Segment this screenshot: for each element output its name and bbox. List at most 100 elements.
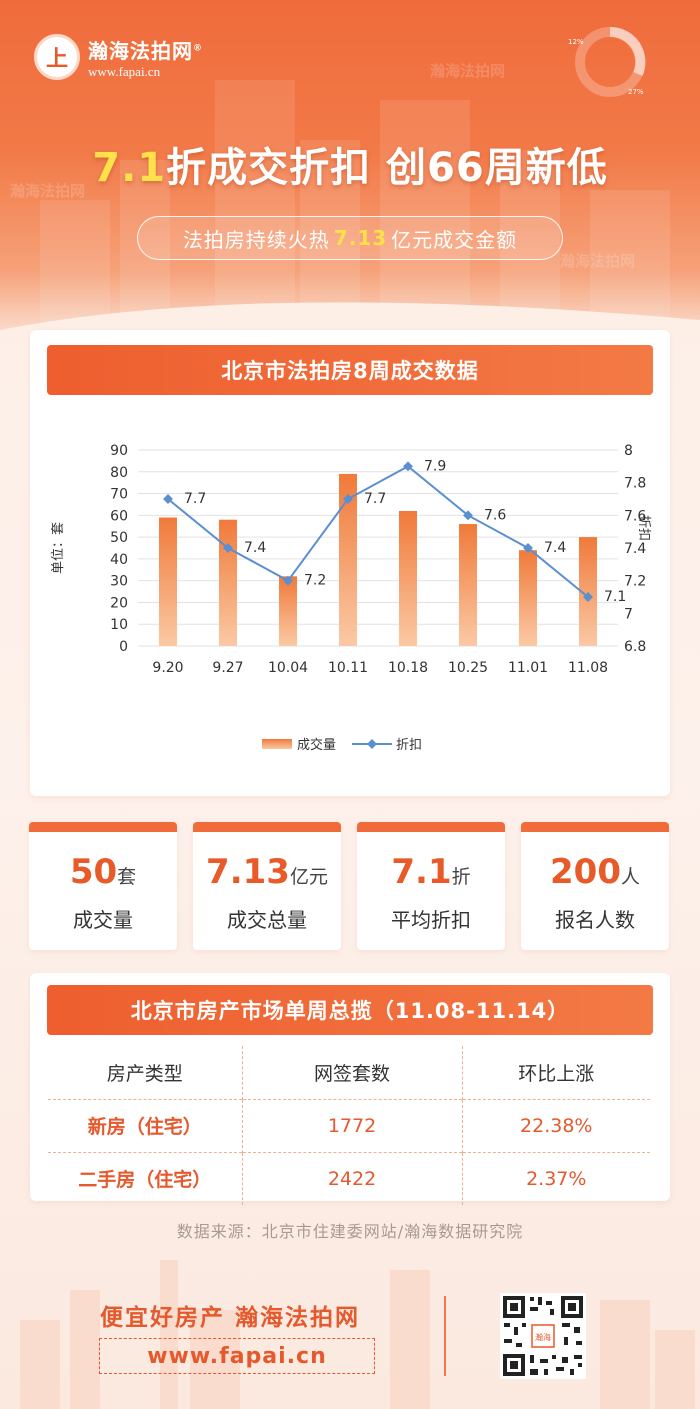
x-tick-label: 10.25: [448, 660, 488, 676]
chart-title: 北京市法拍房8周成交数据: [47, 345, 653, 395]
x-tick-label: 10.04: [268, 660, 308, 676]
line-point: [403, 461, 413, 472]
x-tick-label: 10.11: [328, 660, 368, 676]
watermark: 瀚海法拍网: [560, 252, 636, 270]
market-title: 北京市房产市场单周总揽（11.08-11.14）: [47, 985, 653, 1035]
stat-card-discount: 7.1折 平均折扣: [357, 822, 505, 950]
line-point: [223, 543, 233, 553]
y2-tick-label: 8: [624, 443, 633, 459]
subheadline-pill: 法拍房持续火热 7.13 亿元成交金额: [137, 216, 563, 260]
table-cell: 二手房（住宅）: [48, 1151, 243, 1205]
table-cell: 新房（住宅）: [48, 1098, 243, 1152]
bar: [279, 576, 297, 646]
stat-value: 7.13: [206, 852, 290, 892]
column-header: 环比上涨: [518, 1062, 595, 1085]
y-tick-label: 40: [110, 552, 128, 568]
stat-unit: 套: [117, 866, 137, 888]
stat-value: 200: [550, 852, 621, 892]
footer-skyline: [20, 1260, 695, 1409]
table-cell: 2.37%: [462, 1151, 650, 1205]
x-tick-label: 11.01: [508, 660, 548, 676]
headline-text: 折成交折扣 创66周新低: [166, 145, 608, 191]
stat-accent-bar: [193, 822, 341, 832]
line-point: [583, 592, 593, 602]
logo-glyph: 上: [45, 47, 68, 72]
decorative-donut-icon: 12% 27%: [568, 26, 646, 97]
brand-logo[interactable]: 上 瀚海法拍网® www.fapai.cn: [34, 34, 203, 80]
legend-line-marker: [367, 739, 377, 749]
stat-unit: 人: [620, 866, 640, 888]
stat-label: 平均折扣: [391, 908, 471, 932]
stat-label: 报名人数: [555, 908, 635, 932]
y2-tick-label: 7.6: [624, 508, 646, 524]
watermark: 瀚海法拍网: [430, 62, 506, 80]
column-header: 房产类型: [48, 1046, 243, 1099]
bar: [219, 519, 237, 646]
data-label: 7.7: [184, 491, 206, 507]
y-tick-label: 20: [110, 595, 128, 611]
table-row: 二手房（住宅） 2422 2.37%: [48, 1151, 650, 1205]
stat-card-total: 7.13亿元 成交总量: [193, 822, 341, 950]
market-table: 房产类型 网签套数 环比上涨 新房（住宅） 1772 22.38% 二手房（住宅…: [48, 1046, 650, 1205]
x-tick-label: 9.27: [212, 660, 243, 676]
column-header: 网签套数: [242, 1046, 463, 1099]
subheadline-suffix: 亿元成交金额: [391, 227, 518, 252]
table-cell: 1772: [242, 1098, 463, 1152]
stat-unit: 折: [451, 866, 471, 888]
logo-icon: 上: [34, 34, 80, 80]
footer-slogan: 便宜好房产 瀚海法拍网: [100, 1305, 361, 1331]
chart-card: 北京市法拍房8周成交数据 0 10 20 30 40 50 60 70 80 90 6.8 7 7.2 7…: [30, 330, 670, 796]
stat-label: 成交量: [73, 908, 133, 932]
y2-tick-label: 7.2: [624, 574, 646, 590]
y-tick-label: 80: [110, 465, 128, 481]
bar: [519, 550, 537, 646]
x-tick-label: 9.20: [152, 660, 183, 676]
y2-tick-label: 7.8: [624, 476, 646, 492]
hero-banner: 瀚海法拍网 瀚海法拍网 瀚海法拍网 上 瀚海法拍网® www.fapai.cn …: [0, 0, 700, 340]
bar: [159, 517, 177, 646]
combo-chart: 0 10 20 30 40 50 60 70 80 90 6.8 7 7.2 7.4 7.6 7.8 8 单位：套…: [50, 443, 651, 753]
y2-tick-label: 7.4: [624, 541, 646, 557]
market-title-text: 北京市房产市场单周总揽（11.08-11.14）: [130, 999, 570, 1023]
x-tick-label: 11.08: [568, 660, 608, 676]
y-axis-label: 单位：套: [50, 522, 66, 574]
stat-accent-bar: [521, 822, 669, 832]
data-label: 7.4: [244, 540, 266, 556]
brand-name: 瀚海法拍网: [88, 38, 193, 63]
data-label: 7.1: [604, 589, 626, 605]
y-tick-label: 50: [110, 530, 128, 546]
chart-title-text: 北京市法拍房8周成交数据: [221, 359, 479, 383]
qr-center-label: 瀚海: [535, 1332, 551, 1342]
data-source: 数据来源：北京市住建委网站/瀚海数据研究院: [176, 1222, 524, 1241]
data-label: 7.7: [364, 491, 386, 507]
y-tick-label: 30: [110, 574, 128, 590]
data-label: 7.4: [544, 540, 566, 556]
brand-url: www.fapai.cn: [88, 63, 161, 79]
legend-bar-swatch: [262, 739, 292, 749]
y-tick-label: 70: [110, 487, 128, 503]
stat-card-volume: 50套 成交量: [29, 822, 177, 950]
headline-highlight: 7.1: [92, 145, 167, 191]
y-tick-label: 10: [110, 617, 128, 633]
y2-tick-label: 6.8: [624, 639, 646, 655]
line-point: [163, 494, 173, 504]
qr-code-icon[interactable]: 瀚海: [500, 1293, 586, 1379]
legend-label: 成交量: [297, 737, 336, 753]
table-cell: 22.38%: [462, 1098, 650, 1152]
discount-line: [167, 465, 589, 598]
subheadline-highlight: 7.13: [333, 226, 388, 250]
stat-unit: 亿元: [289, 866, 328, 888]
bar: [459, 524, 477, 646]
data-label: 7.6: [484, 507, 506, 523]
bar: [579, 537, 597, 646]
legend-label: 折扣: [396, 738, 422, 753]
table-row: 新房（住宅） 1772 22.38%: [48, 1098, 650, 1152]
stat-accent-bar: [29, 822, 177, 832]
donut-label: 12%: [568, 38, 584, 46]
stat-value: 7.1: [391, 852, 452, 892]
footer-url-link[interactable]: www.fapai.cn: [99, 1338, 375, 1374]
subheadline-prefix: 法拍房持续火热: [182, 227, 330, 252]
y2-axis-label: 折扣: [636, 515, 651, 541]
x-tick-label: 10.18: [388, 660, 428, 676]
table-cell: 2422: [242, 1151, 463, 1205]
